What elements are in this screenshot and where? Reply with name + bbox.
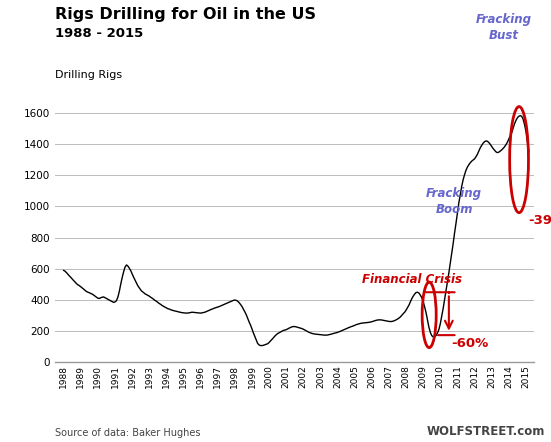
- Text: -39%: -39%: [528, 214, 551, 227]
- Text: Drilling Rigs: Drilling Rigs: [55, 69, 122, 80]
- Text: Fracking
Boom: Fracking Boom: [426, 187, 482, 216]
- Text: -60%: -60%: [451, 338, 489, 351]
- Text: Rigs Drilling for Oil in the US: Rigs Drilling for Oil in the US: [55, 7, 316, 22]
- Text: Fracking
Bust: Fracking Bust: [476, 13, 532, 42]
- Text: Financial Crisis: Financial Crisis: [362, 273, 462, 286]
- Text: 1988 - 2015: 1988 - 2015: [55, 27, 143, 39]
- Text: Source of data: Baker Hughes: Source of data: Baker Hughes: [55, 427, 201, 438]
- Text: WOLFSTREET.com: WOLFSTREET.com: [427, 425, 545, 438]
